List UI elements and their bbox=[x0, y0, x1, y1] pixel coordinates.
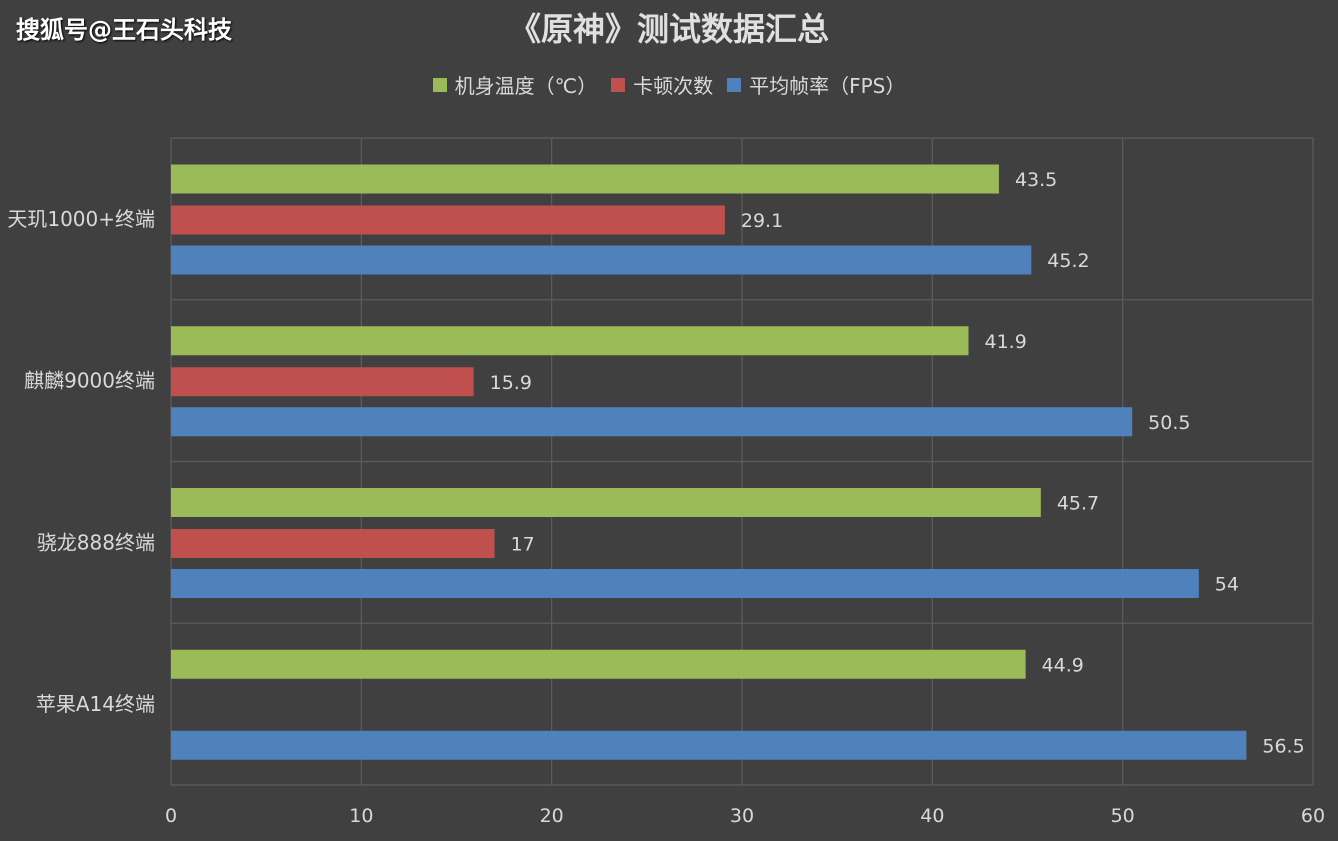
legend-item-fps: 平均帧率（FPS） bbox=[727, 70, 905, 99]
x-tick-label-5: 50 bbox=[1111, 805, 1135, 827]
data-label-2-1: 17 bbox=[511, 534, 535, 556]
bar-1-2 bbox=[171, 407, 1133, 437]
legend-label-stutter: 卡顿次数 bbox=[633, 74, 714, 98]
data-label-3-2: 56.5 bbox=[1262, 735, 1304, 757]
chart-title: 《原神》测试数据汇总 bbox=[0, 4, 1338, 50]
bar-2-2 bbox=[171, 569, 1199, 598]
bar-1-1 bbox=[171, 367, 474, 397]
legend-item-temperature: 机身温度（℃） bbox=[432, 70, 598, 99]
data-label-0-2: 45.2 bbox=[1047, 250, 1089, 272]
data-label-2-0: 45.7 bbox=[1057, 493, 1099, 515]
bar-0-1 bbox=[171, 205, 725, 235]
bar-0-2 bbox=[171, 245, 1032, 275]
category-label-2: 骁龙888终端 bbox=[37, 530, 155, 554]
data-label-0-0: 43.5 bbox=[1015, 169, 1057, 191]
chart-title-text: 《原神》测试数据汇总 bbox=[508, 10, 829, 48]
x-tick-label-3: 30 bbox=[730, 805, 754, 827]
legend-swatch-temperature bbox=[432, 77, 447, 92]
bar-2-1 bbox=[171, 529, 495, 558]
data-label-3-0: 44.9 bbox=[1042, 654, 1084, 676]
legend-swatch-stutter bbox=[611, 77, 626, 92]
legend-label-temperature: 机身温度（℃） bbox=[454, 74, 598, 98]
data-label-1-2: 50.5 bbox=[1148, 412, 1190, 434]
x-tick-label-6: 60 bbox=[1301, 805, 1325, 827]
x-tick-label-2: 20 bbox=[540, 805, 564, 827]
legend-label-fps: 平均帧率（FPS） bbox=[749, 74, 906, 98]
bar-0-0 bbox=[171, 164, 999, 194]
bar-3-0 bbox=[171, 649, 1026, 679]
category-label-1: 麒麟9000终端 bbox=[24, 369, 155, 393]
x-tick-label-0: 0 bbox=[165, 805, 177, 827]
legend-swatch-fps bbox=[727, 77, 742, 92]
data-label-1-1: 15.9 bbox=[490, 372, 532, 394]
category-label-0: 天玑1000+终端 bbox=[7, 207, 155, 231]
x-tick-label-4: 40 bbox=[920, 805, 944, 827]
bar-3-2 bbox=[171, 730, 1247, 760]
legend-item-stutter: 卡顿次数 bbox=[611, 70, 713, 99]
bar-1-0 bbox=[171, 326, 969, 356]
data-label-0-1: 29.1 bbox=[741, 210, 783, 232]
x-tick-label-1: 10 bbox=[349, 805, 373, 827]
data-label-1-0: 41.9 bbox=[984, 331, 1026, 353]
bar-2-0 bbox=[171, 488, 1041, 517]
category-label-3: 苹果A14终端 bbox=[36, 692, 155, 716]
data-label-2-2: 54 bbox=[1215, 574, 1239, 596]
legend: 机身温度（℃） 卡顿次数 平均帧率（FPS） bbox=[0, 70, 1338, 99]
watermark: 搜狐号@王石头科技 bbox=[16, 16, 232, 44]
